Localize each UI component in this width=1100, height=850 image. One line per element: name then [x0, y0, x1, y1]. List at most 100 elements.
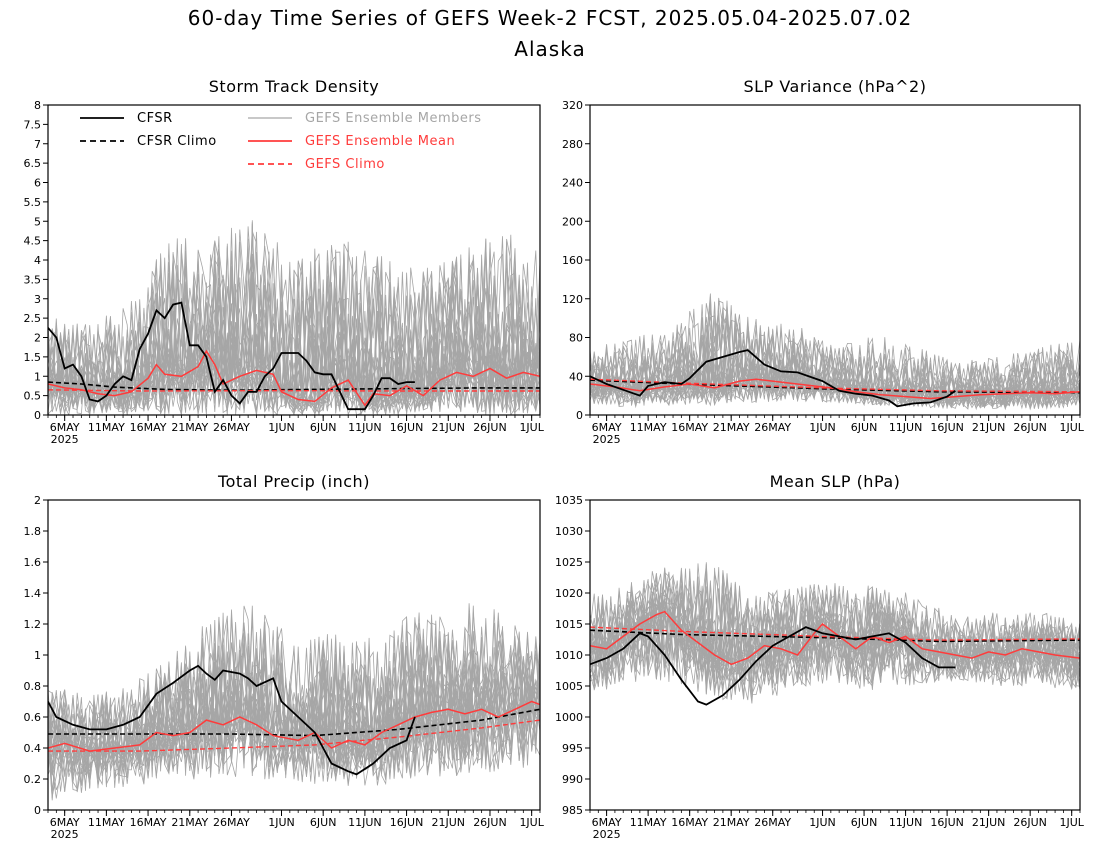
y-tick-label: 160: [562, 254, 583, 267]
y-tick-label: 280: [562, 138, 583, 151]
x-tick-label: 26MAY: [213, 816, 250, 829]
series-line-gefs-climo: [48, 719, 540, 752]
y-tick-label: 6: [34, 177, 41, 190]
x-tick-label: 11JUN: [348, 816, 382, 829]
series-line-mean: [590, 378, 1080, 400]
y-tick-label: 80: [569, 332, 583, 345]
x-tick-label: 16MAY: [130, 816, 167, 829]
legend-label-gefs-climo: GEFS Climo: [305, 157, 385, 172]
x-tick-label: 26JUN: [1013, 421, 1047, 434]
x-tick-label: 1JUN: [809, 816, 836, 829]
series-line-cfsr: [48, 301, 415, 411]
y-tick-label: 6.5: [24, 157, 42, 170]
y-tick-label: 1.6: [24, 556, 42, 569]
y-tick-label: 7.5: [24, 118, 42, 131]
y-tick-label: 5.5: [24, 196, 42, 209]
x-tick-label: 11MAY: [630, 421, 667, 434]
series-line-cfsr-climo: [48, 381, 540, 392]
y-tick-label: 1010: [555, 649, 583, 662]
y-tick-label: 1000: [555, 711, 583, 724]
x-tick-label: 16JUN: [390, 816, 424, 829]
x-tick-label: 21MAY: [713, 816, 750, 829]
plot-area: [590, 293, 1080, 411]
chart-panel-3: Total Precip (inch) 0 0.2 0.4 0.6 0.8 1 1.2 1.4 1…: [24, 472, 545, 841]
x-tick-label: 21MAY: [171, 816, 208, 829]
chart-panel-4: Mean SLP (hPa) 985 990 995 1000 1005 1010 1015 1…: [555, 472, 1085, 841]
y-tick-label: 120: [562, 293, 583, 306]
x-tick-label: 1JUL: [1059, 421, 1084, 434]
y-tick-label: 1.2: [24, 618, 42, 631]
chart-title: Total Precip (inch): [217, 472, 370, 491]
y-tick-label: 1.4: [24, 587, 42, 600]
series-line-cfsr: [48, 664, 416, 776]
x-tick-label: 26JUN: [473, 816, 507, 829]
y-tick-label: 1035: [555, 494, 583, 507]
ensemble-member-line: [590, 300, 1080, 409]
x-tick-label: 26JUN: [473, 421, 507, 434]
y-tick-label: 0.2: [24, 773, 42, 786]
x-tick-label: 11JUN: [889, 421, 923, 434]
chart-panel-1: Storm Track Density 0 0.5 1 1.5 2 2.5 3 3.5 4 4.5 5…: [24, 77, 545, 446]
y-tick-label: 1.8: [24, 525, 42, 538]
x-tick-label: 1JUN: [809, 421, 836, 434]
ensemble-members: [590, 562, 1080, 704]
x-tick-label: 16MAY: [130, 421, 167, 434]
y-tick-label: 1: [34, 370, 41, 383]
y-tick-label: 1015: [555, 618, 583, 631]
figure-title: 60-day Time Series of GEFS Week-2 FCST, …: [188, 6, 912, 30]
series-line-cfsr: [590, 626, 956, 706]
legend-label-members: GEFS Ensemble Members: [305, 111, 482, 126]
x-tick-label: 1JUN: [268, 421, 295, 434]
y-tick-label: 1025: [555, 556, 583, 569]
y-tick-label: 990: [562, 773, 583, 786]
y-tick-label: 200: [562, 215, 583, 228]
x-tick-label: 11MAY: [88, 421, 125, 434]
y-tick-label: 5: [34, 215, 41, 228]
ensemble-member-line: [48, 634, 540, 778]
ensemble-member-line: [590, 587, 1080, 701]
y-tick-label: 0.4: [24, 742, 42, 755]
y-tick-label: 4.5: [24, 235, 42, 248]
x-tick-label: 6MAY: [50, 816, 80, 829]
y-tick-label: 995: [562, 742, 583, 755]
x-tick-label: 6MAY: [592, 421, 622, 434]
series-line-cfsr: [590, 349, 956, 408]
legend: CFSR CFSR Climo GEFS Ensemble Members GEFS …: [80, 111, 482, 172]
y-tick-label: 2: [34, 332, 41, 345]
ensemble-member-line: [48, 616, 540, 786]
y-tick-label: 0: [34, 409, 41, 422]
x-tick-label: 26JUN: [1013, 816, 1047, 829]
y-tick-label: 40: [569, 370, 583, 383]
x-tick-label: 11JUN: [889, 816, 923, 829]
x-tick-label: 21MAY: [713, 421, 750, 434]
x-tick-label: 16JUN: [390, 421, 424, 434]
figure-subtitle: Alaska: [514, 37, 585, 61]
y-tick-label: 0: [576, 409, 583, 422]
y-tick-label: 1005: [555, 680, 583, 693]
x-tick-label: 21JUN: [972, 421, 1006, 434]
y-tick-label: 8: [34, 99, 41, 112]
y-tick-label: 2.5: [24, 312, 42, 325]
x-tick-label: 21MAY: [171, 421, 208, 434]
x-tick-label: 21JUN: [432, 421, 466, 434]
x-tick-label: 26MAY: [754, 421, 791, 434]
x-tick-label: 16MAY: [671, 816, 708, 829]
x-tick-label: 16MAY: [671, 421, 708, 434]
series-line-cfsr-climo: [48, 708, 540, 737]
series-line-gefs-climo: [590, 626, 1080, 641]
x-tick-year-label: 2025: [593, 433, 621, 446]
y-tick-label: 1.5: [24, 351, 42, 364]
y-tick-label: 320: [562, 99, 583, 112]
x-tick-label: 6JUN: [310, 421, 337, 434]
chart-title: SLP Variance (hPa^2): [744, 77, 927, 96]
panels: Storm Track Density 0 0.5 1 1.5 2 2.5 3 3.5 4 4.5 5…: [24, 77, 1085, 841]
x-tick-label: 6MAY: [50, 421, 80, 434]
x-tick-label: 6JUN: [851, 421, 878, 434]
ensemble-member-line: [590, 327, 1080, 408]
x-tick-label: 16JUN: [930, 816, 964, 829]
legend-label-mean: GEFS Ensemble Mean: [305, 134, 455, 149]
y-tick-label: 0: [34, 804, 41, 817]
x-tick-label: 1JUL: [1059, 816, 1084, 829]
y-tick-label: 3: [34, 293, 41, 306]
